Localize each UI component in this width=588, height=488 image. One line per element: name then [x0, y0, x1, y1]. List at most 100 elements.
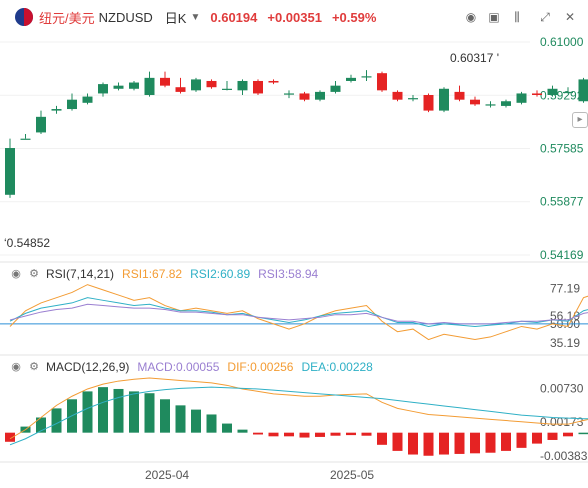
candle-body: [191, 79, 201, 91]
rsi3-line: [9, 303, 588, 325]
macd-histogram-bar: [222, 423, 232, 433]
rsi-legend: ◉ ⚙ RSI(7,14,21) RSI1:67.82 RSI2:60.89 R…: [10, 266, 318, 282]
candle-body: [547, 88, 558, 96]
expand-icon[interactable]: ⤢: [540, 10, 550, 24]
gear-icon[interactable]: ⚙: [29, 268, 39, 280]
macd-histogram-bar: [501, 432, 511, 451]
macd-histogram-bar: [20, 426, 31, 433]
macd-histogram-bar: [377, 432, 387, 445]
candle-body: [330, 85, 341, 92]
candle-body: [346, 77, 356, 81]
macd-histogram-bar: [113, 388, 124, 433]
macd-histogram-bar: [315, 432, 325, 437]
candle-body: [470, 99, 480, 105]
chevron-down-icon[interactable]: ▼: [190, 11, 201, 23]
rsi2-value: RSI2:60.89: [190, 267, 251, 281]
price-tick-label: 0.59292: [540, 88, 584, 102]
macd-tick-label: 0.00173: [540, 415, 584, 429]
dea-value: DEA:0.00228: [301, 360, 373, 374]
candle-body: [439, 88, 449, 111]
candle-body: [36, 116, 46, 133]
macd-title: MACD(12,26,9): [46, 360, 130, 374]
candle-body: [67, 99, 77, 110]
image-icon[interactable]: ▣: [488, 10, 500, 24]
macd-histogram-bar: [51, 408, 62, 433]
rsi3-value: RSI3:58.94: [258, 267, 319, 281]
macd-histogram-bar: [485, 432, 496, 453]
nz-flag-icon: [15, 8, 33, 26]
macd-histogram-bar: [547, 432, 558, 440]
rsi-title: RSI(7,14,21): [46, 267, 115, 281]
candle-body: [454, 91, 465, 100]
macd-histogram-bar: [284, 432, 294, 437]
macd-histogram-bar: [36, 417, 46, 433]
macd-histogram-bar: [206, 414, 217, 433]
rsi-tick-label: 77.19: [550, 281, 580, 295]
macd-histogram-bar: [346, 432, 356, 436]
macd-tick-label: 0.00730: [540, 381, 584, 395]
macd-histogram-bar: [67, 399, 77, 433]
macd-histogram-bar: [129, 391, 139, 433]
chart-header: 纽元/美元 NZDUSD 日K ▼ 0.60194 +0.00351 +0.59…: [0, 0, 588, 34]
dif-line: [9, 377, 588, 440]
x-axis-label: 2025-04: [145, 468, 189, 482]
low-price-marker: ‘0.54852: [4, 236, 50, 250]
gear-icon[interactable]: ⚙: [29, 361, 39, 373]
candle-body: [299, 93, 310, 100]
symbol-name[interactable]: 纽元/美元: [39, 10, 95, 26]
price-change: +0.00351: [267, 9, 322, 25]
macd-histogram-bar: [5, 432, 15, 442]
candle-body: [51, 109, 62, 111]
candle-body: [268, 80, 279, 83]
dea-line: [9, 386, 588, 446]
price-tick-label: 0.55877: [540, 195, 584, 209]
macd-legend: ◉ ⚙ MACD(12,26,9) MACD:0.00055 DIF:0.002…: [10, 359, 373, 375]
candle-body: [423, 95, 434, 111]
candle-body: [563, 91, 573, 94]
period-selector[interactable]: 日K: [164, 10, 187, 26]
candle-body: [113, 85, 124, 89]
candle-body: [222, 88, 232, 90]
eye-icon[interactable]: ◉: [11, 268, 21, 280]
macd-histogram-bar: [532, 432, 542, 444]
macd-histogram-bar: [563, 432, 573, 437]
candle-body: [253, 80, 263, 94]
price-tick-label: 0.57585: [540, 141, 584, 155]
macd-histogram-bar: [144, 393, 155, 433]
close-icon[interactable]: ✕: [564, 10, 576, 24]
candle-body: [578, 79, 588, 102]
macd-histogram-bar: [330, 432, 341, 436]
candle-body: [5, 148, 15, 195]
rsi-tick-label: 35.19: [550, 336, 580, 350]
macd-histogram-bar: [268, 432, 279, 437]
panel-toggle-icon[interactable]: ▸: [572, 112, 588, 128]
macd-histogram-bar: [392, 432, 403, 451]
last-price: 0.60194: [210, 9, 258, 25]
candle-body: [20, 138, 31, 140]
macd-tick-label: -0.00383: [540, 449, 588, 463]
candle-body: [485, 104, 496, 106]
high-price-marker: 0.60317 ': [450, 51, 499, 65]
candle-body: [98, 84, 108, 94]
eye-icon[interactable]: ◉: [465, 10, 477, 24]
candle-body: [315, 91, 325, 100]
macd-histogram-bar: [253, 432, 263, 435]
eye-icon[interactable]: ◉: [11, 361, 21, 373]
macd-histogram-bar: [578, 432, 588, 435]
macd-histogram-bar: [299, 432, 310, 438]
rsi1-value: RSI1:67.82: [122, 267, 183, 281]
macd-histogram-bar: [516, 432, 527, 448]
candlestick-settings-icon[interactable]: ⫼: [514, 10, 520, 24]
macd-histogram-bar: [470, 432, 480, 454]
macd-histogram-bar: [423, 432, 434, 456]
dif-value: DIF:0.00256: [227, 360, 294, 374]
candle-body: [175, 87, 186, 92]
candle-body: [408, 98, 418, 100]
rsi-tick-label: 56.19: [550, 309, 580, 323]
macd-value: MACD:0.00055: [137, 360, 220, 374]
candle-body: [237, 80, 248, 91]
candle-body: [377, 73, 387, 91]
candle-body: [532, 93, 542, 96]
candle-body: [361, 76, 372, 78]
